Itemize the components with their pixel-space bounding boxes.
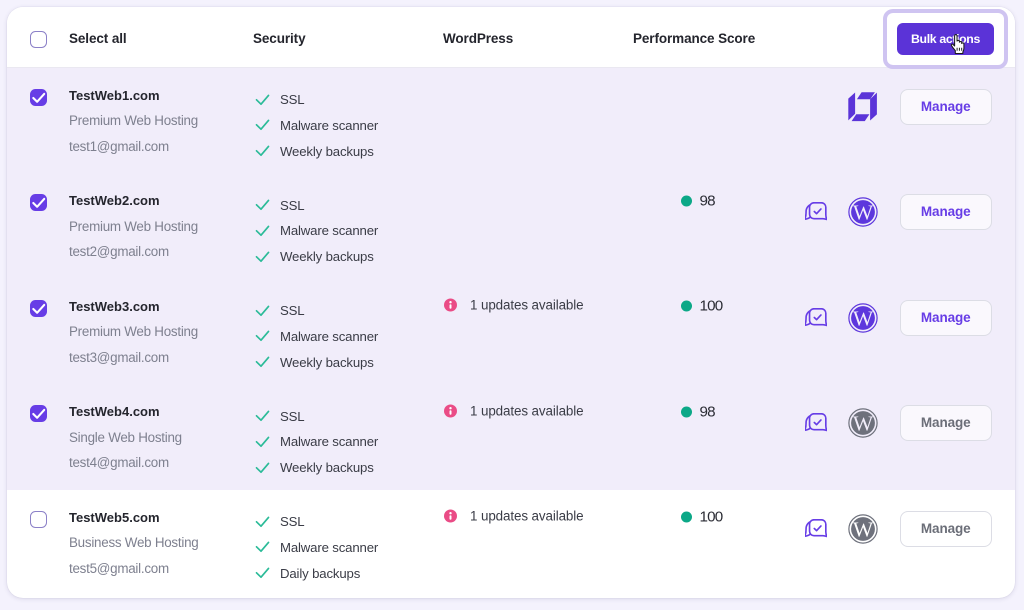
svg-text:W: W	[853, 412, 874, 436]
svg-text:W: W	[853, 517, 874, 541]
svg-text:W: W	[853, 201, 874, 225]
svg-text:W: W	[853, 306, 874, 330]
